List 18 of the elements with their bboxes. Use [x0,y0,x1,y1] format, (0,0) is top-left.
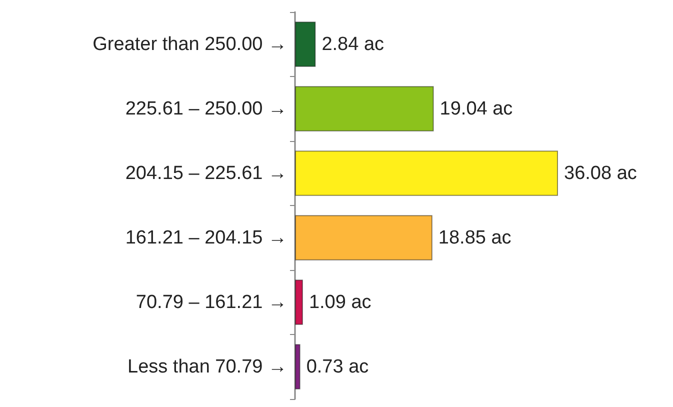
bar [295,86,434,132]
bar [295,344,300,390]
y-tick-label: 161.21 – 204.15 → [125,227,287,248]
bar [295,22,316,67]
y-tick-label: Greater than 250.00 → [92,34,287,55]
data-label: 36.08 ac [564,162,637,184]
data-label: 2.84 ac [322,34,384,55]
bar [295,215,432,260]
data-label: 18.85 ac [438,227,512,248]
bar [295,150,558,196]
y-tick-label: Less than 70.79 → [128,356,287,378]
data-label: 19.04 ac [440,98,513,120]
y-tick-label: 204.15 – 225.61 → [125,162,287,184]
bar [295,280,303,325]
data-label: 0.73 ac [306,356,369,378]
y-tick-label: 70.79 – 161.21 → [136,292,287,313]
y-tick-label: 225.61 – 250.00 → [125,98,287,120]
data-label: 1.09 ac [308,292,372,313]
